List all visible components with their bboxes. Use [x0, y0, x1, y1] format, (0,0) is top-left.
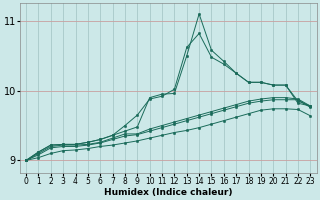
X-axis label: Humidex (Indice chaleur): Humidex (Indice chaleur)	[104, 188, 232, 197]
